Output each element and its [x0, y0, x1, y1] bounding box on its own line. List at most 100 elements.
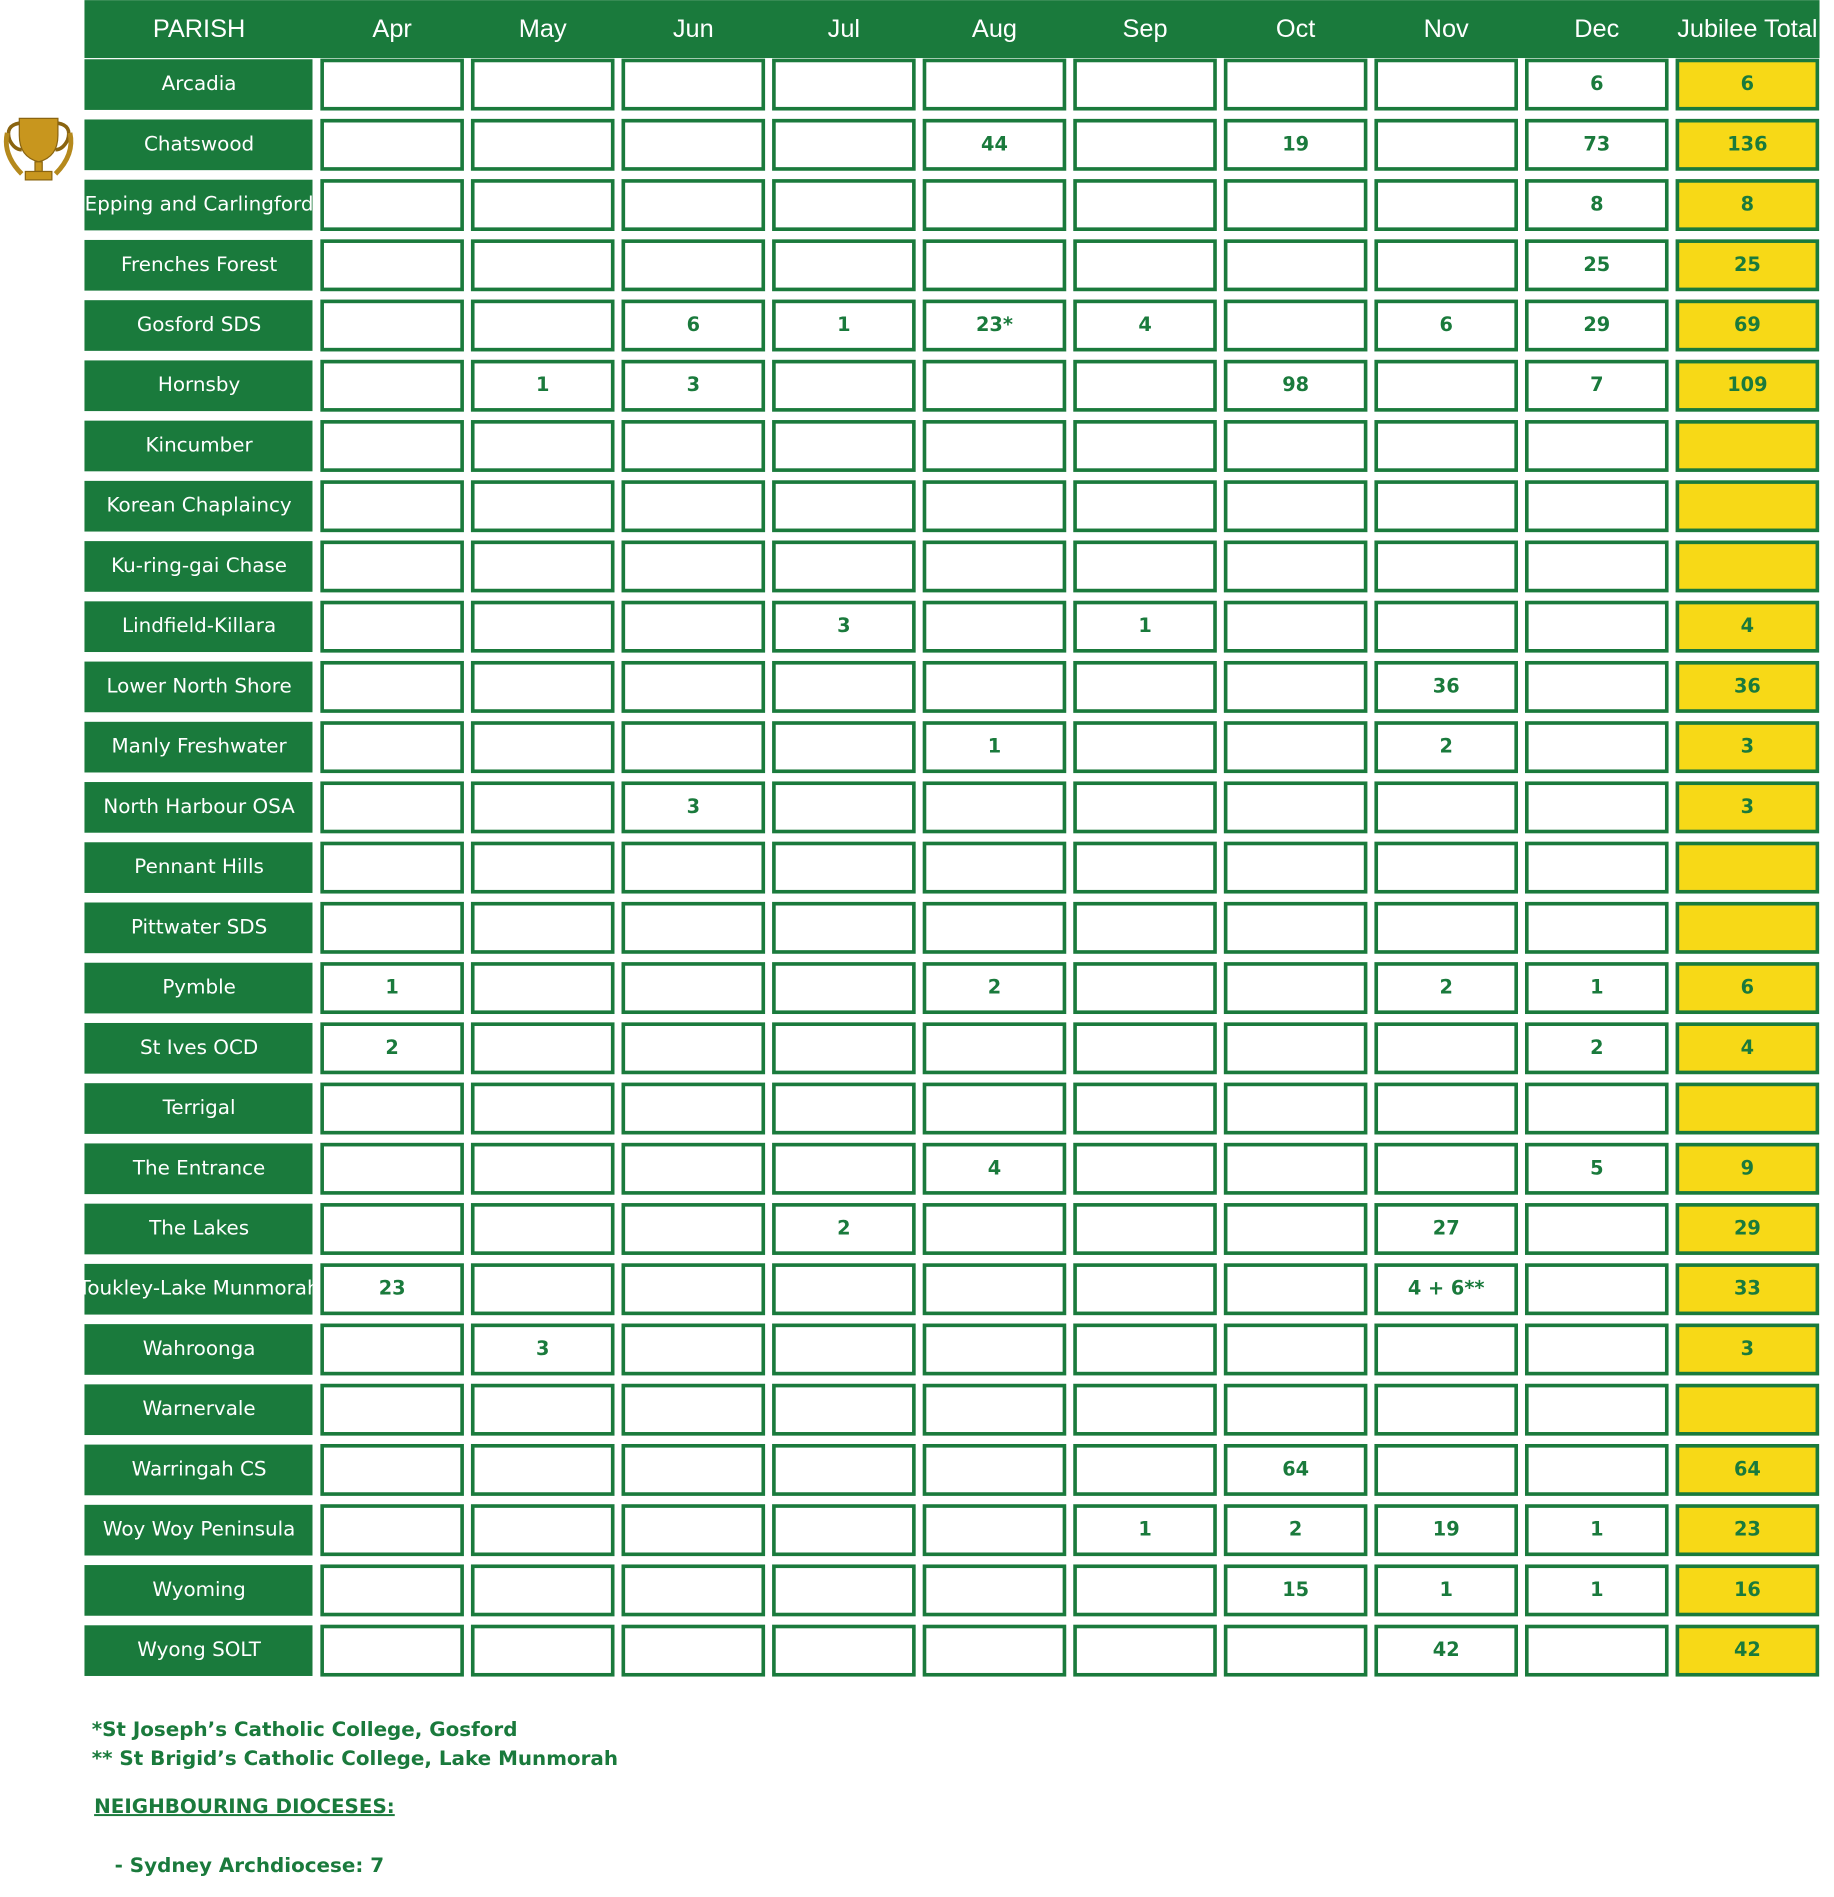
month-cell: [922, 1142, 1067, 1195]
month-cell: [1223, 1082, 1368, 1135]
month-value: 6: [1439, 313, 1452, 336]
month-cell: [772, 841, 916, 894]
month-cell: [320, 480, 464, 533]
parish-name: Wyoming: [152, 1578, 245, 1601]
parish-cell: [84, 962, 313, 1014]
month-cell: [1223, 359, 1368, 412]
column-header: Sep: [1123, 15, 1168, 43]
parish-name: Hornsby: [158, 373, 241, 396]
month-cell: [621, 540, 766, 593]
month-cell: [1073, 1383, 1217, 1436]
month-cell: [1374, 239, 1518, 292]
month-cell: [320, 901, 464, 954]
parish-name: Wahroonga: [143, 1337, 256, 1360]
month-cell: [621, 118, 766, 171]
month-value: 2: [1439, 976, 1452, 999]
month-cell: [772, 480, 916, 533]
month-cell: [621, 1022, 766, 1075]
month-value: 4: [988, 1156, 1001, 1179]
month-cell: [320, 179, 464, 231]
month-cell: [621, 359, 766, 412]
total-value: 36: [1734, 674, 1761, 697]
month-cell: [922, 299, 1067, 352]
parish-name: Chatswood: [144, 132, 254, 155]
month-cell: [621, 1443, 766, 1496]
month-cell: [470, 179, 615, 231]
month-cell: [1073, 1504, 1217, 1557]
month-cell: [772, 781, 916, 834]
month-cell: [772, 1624, 916, 1677]
month-cell: [1524, 480, 1669, 533]
month-cell: [1374, 1263, 1518, 1316]
month-cell: [470, 540, 615, 593]
total-cell: [1675, 901, 1820, 954]
month-value: 8: [1590, 193, 1603, 216]
month-value: 25: [1583, 253, 1610, 276]
month-cell: [621, 299, 766, 352]
month-cell: [1524, 58, 1669, 111]
month-cell: [772, 1203, 916, 1255]
month-cell: [320, 420, 464, 472]
month-cell: [1223, 480, 1368, 533]
month-value: 3: [687, 795, 700, 818]
month-cell: [320, 781, 464, 834]
month-cell: [772, 540, 916, 593]
month-cell: [470, 600, 615, 653]
month-cell: [922, 118, 1067, 171]
month-cell: [1374, 1142, 1518, 1195]
month-cell: [320, 1203, 464, 1255]
total-value: 136: [1727, 132, 1767, 155]
month-cell: [1374, 299, 1518, 352]
month-cell: [1374, 179, 1518, 231]
month-cell: [1374, 962, 1518, 1015]
total-cell: [1675, 1564, 1820, 1617]
total-cell: [1675, 58, 1820, 111]
month-cell: [621, 1323, 766, 1376]
total-cell: [1675, 1203, 1820, 1255]
month-cell: [621, 239, 766, 292]
parish-cell: [84, 239, 313, 291]
total-value: 42: [1734, 1638, 1761, 1661]
month-cell: [1524, 1203, 1669, 1255]
month-cell: [1524, 1383, 1669, 1436]
month-cell: [1073, 1323, 1217, 1376]
column-header: Jun: [673, 15, 714, 43]
month-cell: [621, 721, 766, 774]
parish-name: Pittwater SDS: [131, 915, 267, 938]
parish-cell: [84, 1625, 313, 1676]
month-cell: [1223, 1203, 1368, 1255]
month-cell: [772, 179, 916, 231]
month-value: 1: [1590, 1518, 1603, 1541]
month-value: 2: [385, 1036, 398, 1059]
month-cell: [922, 1624, 1067, 1677]
parish-cell: [84, 360, 313, 412]
month-cell: [621, 660, 766, 713]
month-cell: [470, 239, 615, 292]
parish-name: Ku-ring-gai Chase: [111, 554, 287, 577]
month-cell: [922, 420, 1067, 472]
month-cell: [470, 1624, 615, 1677]
month-cell: [320, 1504, 464, 1557]
header-band: [84, 0, 1820, 59]
parish-cell: [84, 782, 313, 833]
month-cell: [1374, 1624, 1518, 1677]
month-cell: [1073, 600, 1217, 653]
month-cell: [922, 841, 1067, 894]
month-cell: [1374, 359, 1518, 412]
month-value: 2: [837, 1217, 850, 1240]
month-cell: [1374, 901, 1518, 954]
month-cell: [1524, 299, 1669, 352]
month-cell: [1073, 841, 1217, 894]
total-cell: [1675, 1323, 1820, 1376]
month-cell: [470, 721, 615, 774]
month-cell: [1374, 721, 1518, 774]
parish-name: Gosford SDS: [137, 313, 261, 336]
month-cell: [1524, 1323, 1669, 1376]
month-value: 73: [1583, 132, 1610, 155]
month-cell: [772, 901, 916, 954]
parish-cell: [84, 1324, 313, 1375]
month-cell: [1223, 600, 1368, 653]
month-cell: [1073, 179, 1217, 231]
month-cell: [621, 179, 766, 231]
month-cell: [1524, 239, 1669, 292]
